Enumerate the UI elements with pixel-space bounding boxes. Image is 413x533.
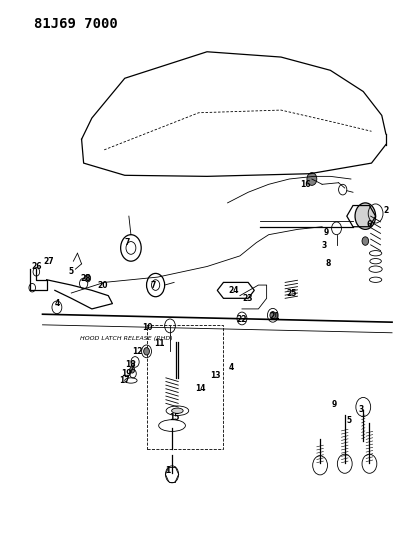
Text: 9: 9: [323, 228, 328, 237]
Text: 1: 1: [165, 466, 170, 475]
Text: 14: 14: [195, 384, 206, 393]
Circle shape: [354, 203, 375, 229]
Text: 9: 9: [331, 400, 336, 409]
Text: 17: 17: [119, 376, 130, 385]
Text: 3: 3: [321, 241, 326, 250]
Text: 18: 18: [125, 360, 136, 369]
Text: 16: 16: [300, 180, 310, 189]
Text: 20: 20: [97, 280, 107, 289]
Text: 25: 25: [285, 288, 296, 297]
Text: HOOD LATCH RELEASE (RHD): HOOD LATCH RELEASE (RHD): [79, 336, 172, 341]
Text: 7: 7: [124, 238, 129, 247]
Text: 81J69 7000: 81J69 7000: [34, 17, 118, 31]
Text: 3: 3: [358, 405, 363, 414]
Ellipse shape: [171, 408, 183, 414]
Text: 15: 15: [169, 413, 179, 422]
Text: 21: 21: [269, 312, 280, 321]
Bar: [147, 325, 223, 449]
Text: 4: 4: [228, 363, 234, 372]
Circle shape: [269, 312, 275, 319]
Text: 11: 11: [154, 339, 164, 348]
Text: 19: 19: [121, 369, 132, 378]
Text: 24: 24: [228, 286, 238, 295]
Text: 13: 13: [209, 370, 220, 379]
Text: 2: 2: [382, 206, 387, 215]
Text: 28: 28: [80, 273, 91, 282]
Text: 26: 26: [31, 262, 41, 271]
Text: 6: 6: [366, 220, 371, 229]
Circle shape: [85, 274, 90, 282]
Text: 22: 22: [236, 315, 247, 324]
Text: 8: 8: [325, 260, 330, 268]
Text: 23: 23: [242, 294, 253, 303]
Circle shape: [143, 348, 149, 355]
Text: 7: 7: [150, 280, 156, 289]
Circle shape: [361, 237, 368, 245]
Text: 4: 4: [54, 299, 59, 308]
Text: 5: 5: [345, 416, 351, 425]
Circle shape: [306, 173, 316, 185]
Text: 5: 5: [69, 268, 74, 276]
Circle shape: [129, 367, 134, 373]
Text: 10: 10: [142, 323, 152, 332]
Text: 27: 27: [43, 257, 54, 265]
Text: 12: 12: [131, 347, 142, 356]
